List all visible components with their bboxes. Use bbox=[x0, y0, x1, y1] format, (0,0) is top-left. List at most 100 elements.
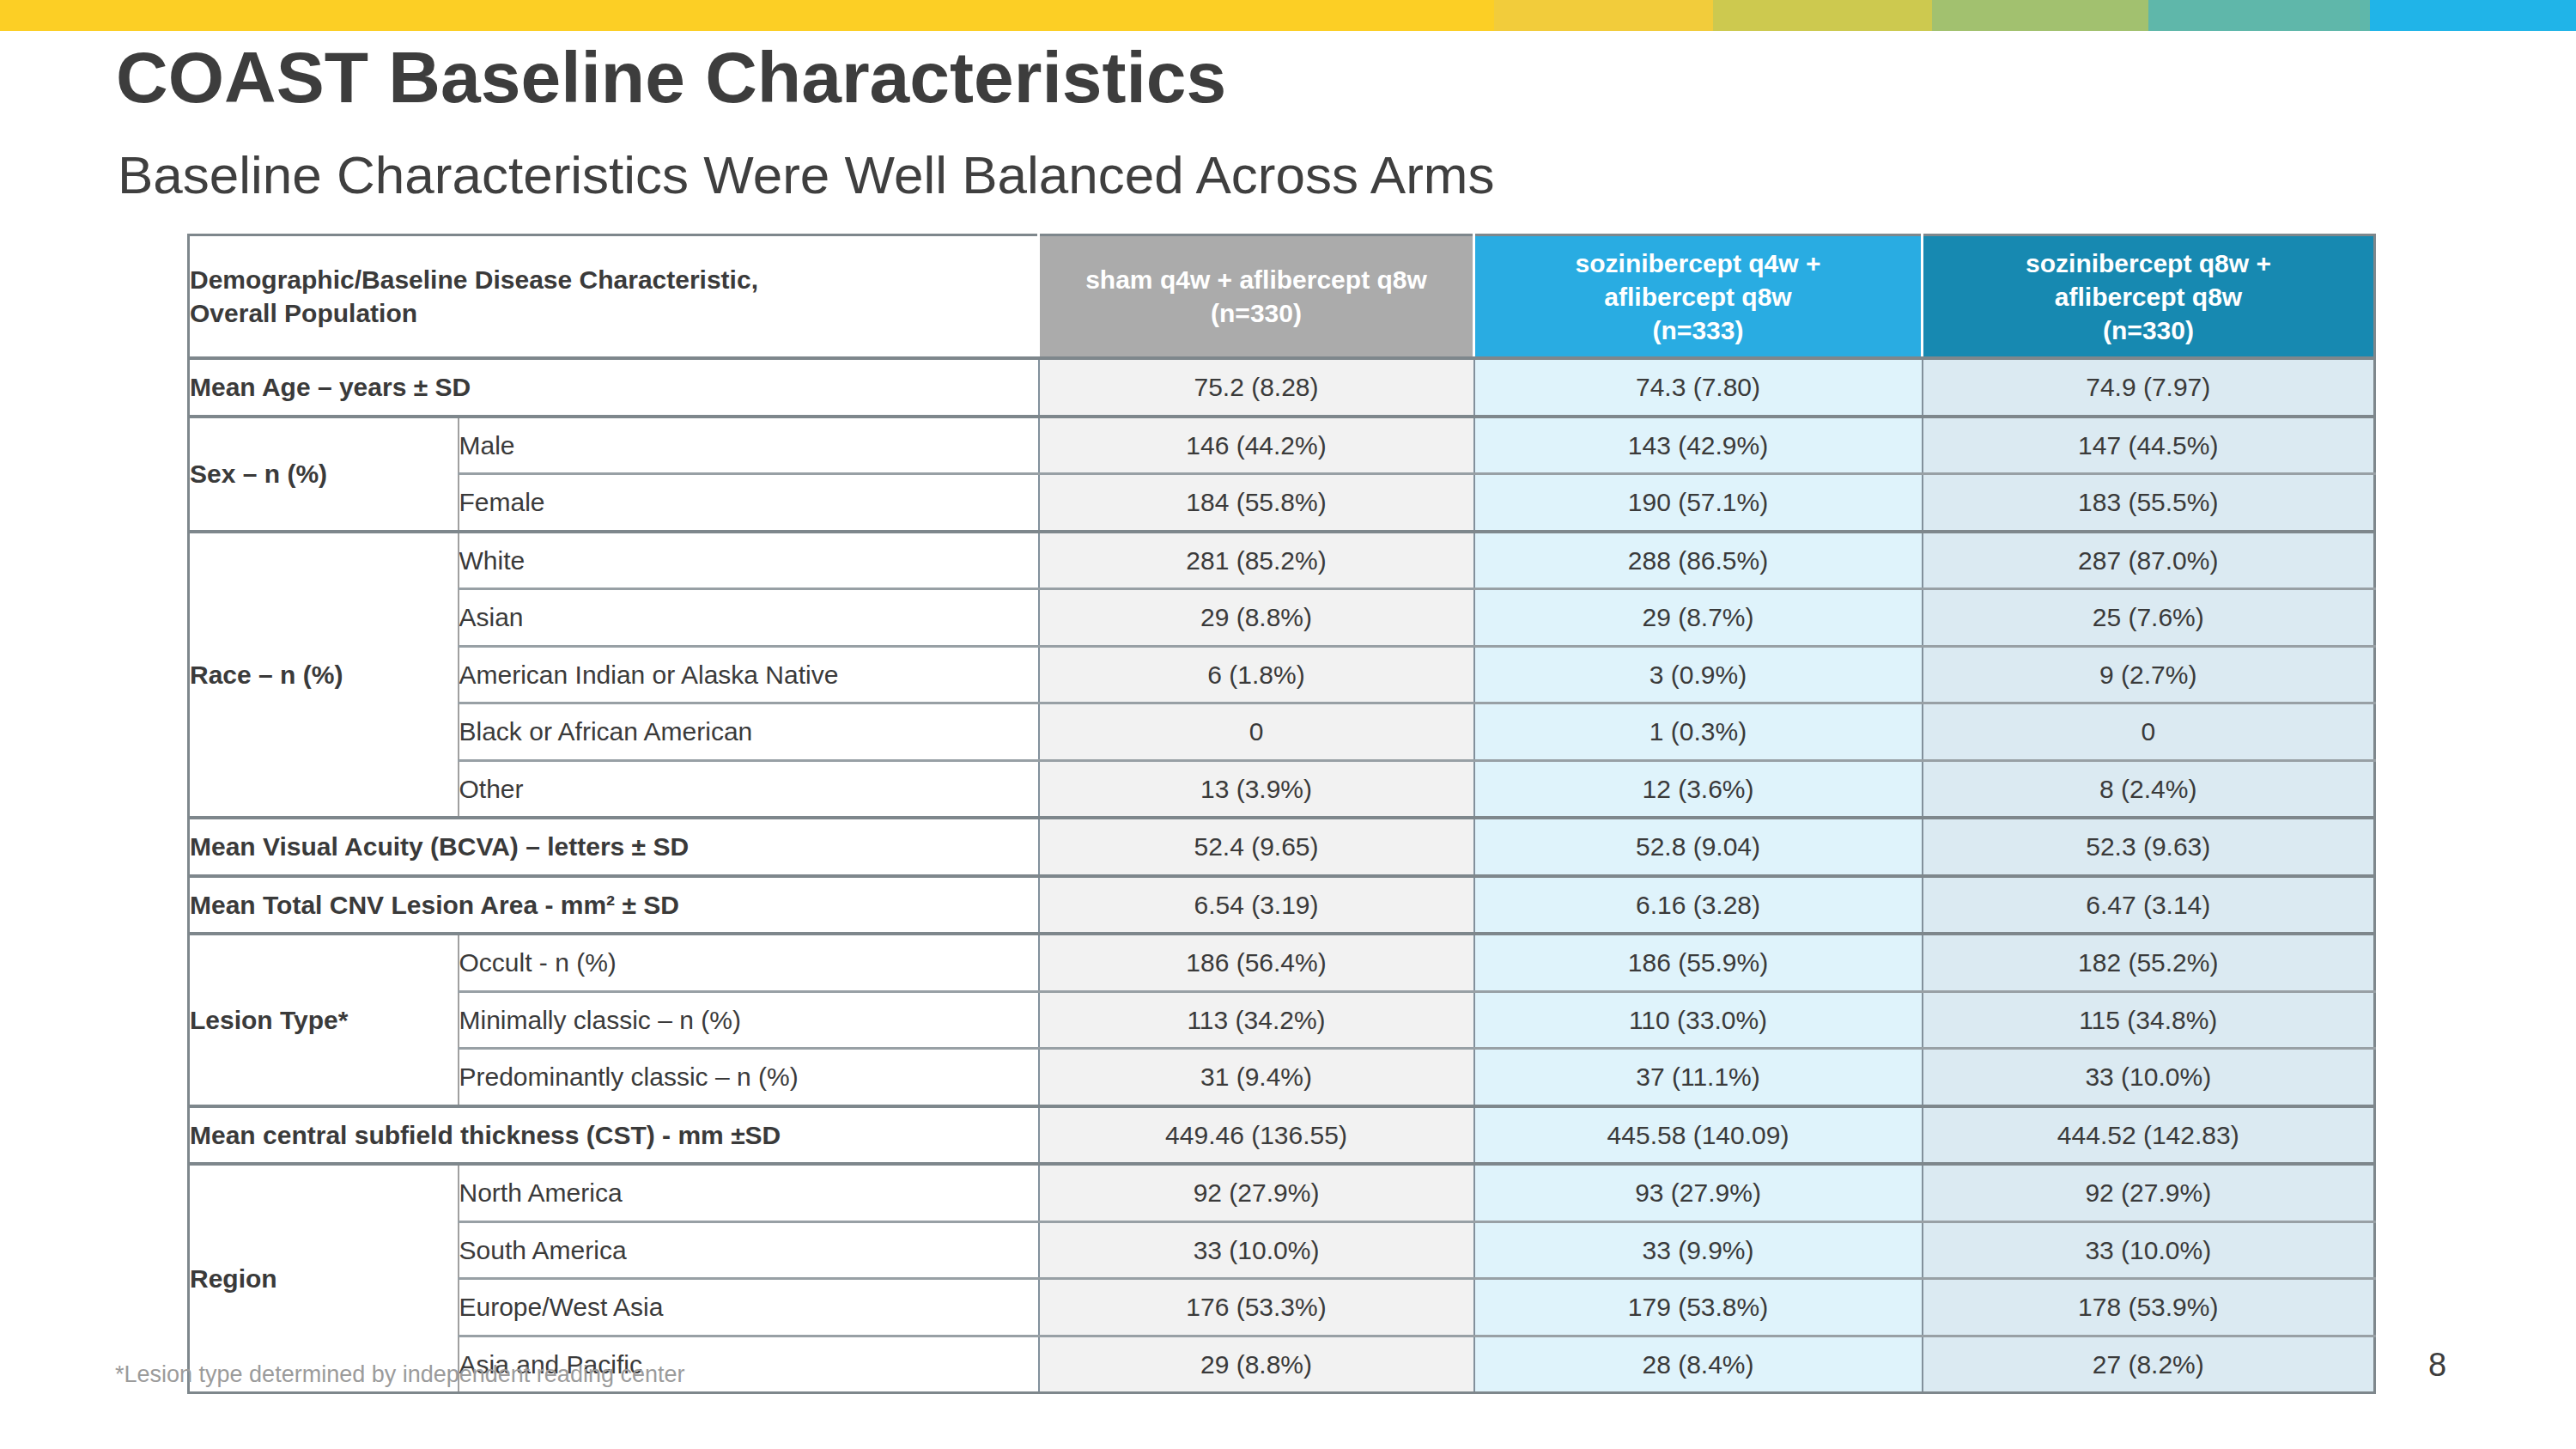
accent-bar-segment bbox=[1713, 0, 1932, 31]
page-title: COAST Baseline Characteristics bbox=[116, 36, 1226, 119]
value-cell: 29 (8.7%) bbox=[1474, 589, 1923, 647]
table-row: American Indian or Alaska Native6 (1.8%)… bbox=[189, 646, 2375, 703]
value-cell: 37 (11.1%) bbox=[1474, 1049, 1923, 1106]
row-sub-label: Minimally classic – n (%) bbox=[459, 991, 1039, 1049]
value-cell: 27 (8.2%) bbox=[1923, 1336, 2375, 1393]
value-cell: 281 (85.2%) bbox=[1039, 532, 1474, 589]
value-cell: 52.3 (9.63) bbox=[1923, 818, 2375, 876]
row-sub-label: Female bbox=[459, 474, 1039, 532]
value-cell: 52.4 (9.65) bbox=[1039, 818, 1474, 876]
row-group-label: Mean Total CNV Lesion Area - mm² ± SD bbox=[189, 876, 1039, 935]
table-row: Mean central subfield thickness (CST) - … bbox=[189, 1106, 2375, 1165]
value-cell: 0 bbox=[1923, 703, 2375, 761]
row-sub-label: White bbox=[459, 532, 1039, 589]
value-cell: 31 (9.4%) bbox=[1039, 1049, 1474, 1106]
row-sub-label: South America bbox=[459, 1221, 1039, 1279]
table-row: Female184 (55.8%)190 (57.1%)183 (55.5%) bbox=[189, 474, 2375, 532]
table-row: Predominantly classic – n (%)31 (9.4%)37… bbox=[189, 1049, 2375, 1106]
value-cell: 74.3 (7.80) bbox=[1474, 358, 1923, 417]
accent-bar-segment bbox=[1494, 0, 1713, 31]
value-cell: 143 (42.9%) bbox=[1474, 417, 1923, 474]
row-group-label: Mean central subfield thickness (CST) - … bbox=[189, 1106, 1039, 1165]
value-cell: 52.8 (9.04) bbox=[1474, 818, 1923, 876]
value-cell: 183 (55.5%) bbox=[1923, 474, 2375, 532]
value-cell: 33 (10.0%) bbox=[1923, 1221, 2375, 1279]
value-cell: 92 (27.9%) bbox=[1039, 1164, 1474, 1221]
value-cell: 179 (53.8%) bbox=[1474, 1279, 1923, 1336]
value-cell: 3 (0.9%) bbox=[1474, 646, 1923, 703]
table-row: South America33 (10.0%)33 (9.9%)33 (10.0… bbox=[189, 1221, 2375, 1279]
row-sub-label: North America bbox=[459, 1164, 1039, 1221]
value-cell: 6 (1.8%) bbox=[1039, 646, 1474, 703]
value-cell: 288 (86.5%) bbox=[1474, 532, 1923, 589]
value-cell: 13 (3.9%) bbox=[1039, 760, 1474, 818]
table-row: Sex – n (%)Male146 (44.2%)143 (42.9%)147… bbox=[189, 417, 2375, 474]
value-cell: 12 (3.6%) bbox=[1474, 760, 1923, 818]
value-cell: 115 (34.8%) bbox=[1923, 991, 2375, 1049]
value-cell: 113 (34.2%) bbox=[1039, 991, 1474, 1049]
row-sub-label: Europe/West Asia bbox=[459, 1279, 1039, 1336]
accent-bar-segment bbox=[2148, 0, 2370, 31]
value-cell: 186 (55.9%) bbox=[1474, 934, 1923, 991]
value-cell: 147 (44.5%) bbox=[1923, 417, 2375, 474]
page-number: 8 bbox=[2428, 1347, 2446, 1384]
table-row: Black or African American01 (0.3%)0 bbox=[189, 703, 2375, 761]
row-sub-label: Other bbox=[459, 760, 1039, 818]
value-cell: 74.9 (7.97) bbox=[1923, 358, 2375, 417]
value-cell: 186 (56.4%) bbox=[1039, 934, 1474, 991]
row-sub-label: Occult - n (%) bbox=[459, 934, 1039, 991]
table-row: Lesion Type*Occult - n (%)186 (56.4%)186… bbox=[189, 934, 2375, 991]
table-row: Asian29 (8.8%)29 (8.7%)25 (7.6%) bbox=[189, 589, 2375, 647]
footnote: *Lesion type determined by independent r… bbox=[115, 1361, 684, 1388]
slide: COAST Baseline Characteristics Baseline … bbox=[0, 0, 2576, 1449]
value-cell: 449.46 (136.55) bbox=[1039, 1106, 1474, 1165]
value-cell: 33 (10.0%) bbox=[1039, 1221, 1474, 1279]
row-sub-label: Black or African American bbox=[459, 703, 1039, 761]
table-row: RegionNorth America92 (27.9%)93 (27.9%)9… bbox=[189, 1164, 2375, 1221]
row-sub-label: Male bbox=[459, 417, 1039, 474]
table-header-row: Demographic/Baseline Disease Characteris… bbox=[189, 235, 2375, 359]
row-group-label: Lesion Type* bbox=[189, 934, 459, 1106]
row-sub-label: American Indian or Alaska Native bbox=[459, 646, 1039, 703]
accent-bar-segment bbox=[2370, 0, 2576, 31]
baseline-characteristics-table: Demographic/Baseline Disease Characteris… bbox=[187, 234, 2376, 1394]
value-cell: 25 (7.6%) bbox=[1923, 589, 2375, 647]
value-cell: 182 (55.2%) bbox=[1923, 934, 2375, 991]
value-cell: 6.16 (3.28) bbox=[1474, 876, 1923, 935]
value-cell: 445.58 (140.09) bbox=[1474, 1106, 1923, 1165]
row-sub-label: Asian bbox=[459, 589, 1039, 647]
row-group-label: Race – n (%) bbox=[189, 532, 459, 819]
value-cell: 178 (53.9%) bbox=[1923, 1279, 2375, 1336]
value-cell: 184 (55.8%) bbox=[1039, 474, 1474, 532]
arm-column-header-2: sozinibercept q4w + aflibercept q8w (n=3… bbox=[1474, 235, 1923, 359]
row-group-label: Region bbox=[189, 1164, 459, 1393]
arm-column-header-1: sham q4w + aflibercept q8w (n=330) bbox=[1039, 235, 1474, 359]
value-cell: 287 (87.0%) bbox=[1923, 532, 2375, 589]
arm-column-header-3: sozinibercept q8w + aflibercept q8w (n=3… bbox=[1923, 235, 2375, 359]
table-row: Race – n (%)White281 (85.2%)288 (86.5%)2… bbox=[189, 532, 2375, 589]
row-group-label: Sex – n (%) bbox=[189, 417, 459, 532]
value-cell: 6.47 (3.14) bbox=[1923, 876, 2375, 935]
accent-bar-segment bbox=[0, 0, 1494, 31]
value-cell: 33 (10.0%) bbox=[1923, 1049, 2375, 1106]
table-row: Other13 (3.9%)12 (3.6%)8 (2.4%) bbox=[189, 760, 2375, 818]
value-cell: 0 bbox=[1039, 703, 1474, 761]
value-cell: 9 (2.7%) bbox=[1923, 646, 2375, 703]
value-cell: 33 (9.9%) bbox=[1474, 1221, 1923, 1279]
value-cell: 444.52 (142.83) bbox=[1923, 1106, 2375, 1165]
table-row: Mean Age – years ± SD75.2 (8.28)74.3 (7.… bbox=[189, 358, 2375, 417]
value-cell: 146 (44.2%) bbox=[1039, 417, 1474, 474]
value-cell: 92 (27.9%) bbox=[1923, 1164, 2375, 1221]
characteristic-column-header: Demographic/Baseline Disease Characteris… bbox=[189, 235, 1039, 359]
value-cell: 29 (8.8%) bbox=[1039, 1336, 1474, 1393]
value-cell: 1 (0.3%) bbox=[1474, 703, 1923, 761]
value-cell: 8 (2.4%) bbox=[1923, 760, 2375, 818]
top-accent-bar bbox=[0, 0, 2576, 31]
value-cell: 176 (53.3%) bbox=[1039, 1279, 1474, 1336]
table-row: Minimally classic – n (%)113 (34.2%)110 … bbox=[189, 991, 2375, 1049]
row-sub-label: Predominantly classic – n (%) bbox=[459, 1049, 1039, 1106]
row-group-label: Mean Age – years ± SD bbox=[189, 358, 1039, 417]
table-row: Europe/West Asia176 (53.3%)179 (53.8%)17… bbox=[189, 1279, 2375, 1336]
value-cell: 28 (8.4%) bbox=[1474, 1336, 1923, 1393]
table-row: Mean Total CNV Lesion Area - mm² ± SD6.5… bbox=[189, 876, 2375, 935]
